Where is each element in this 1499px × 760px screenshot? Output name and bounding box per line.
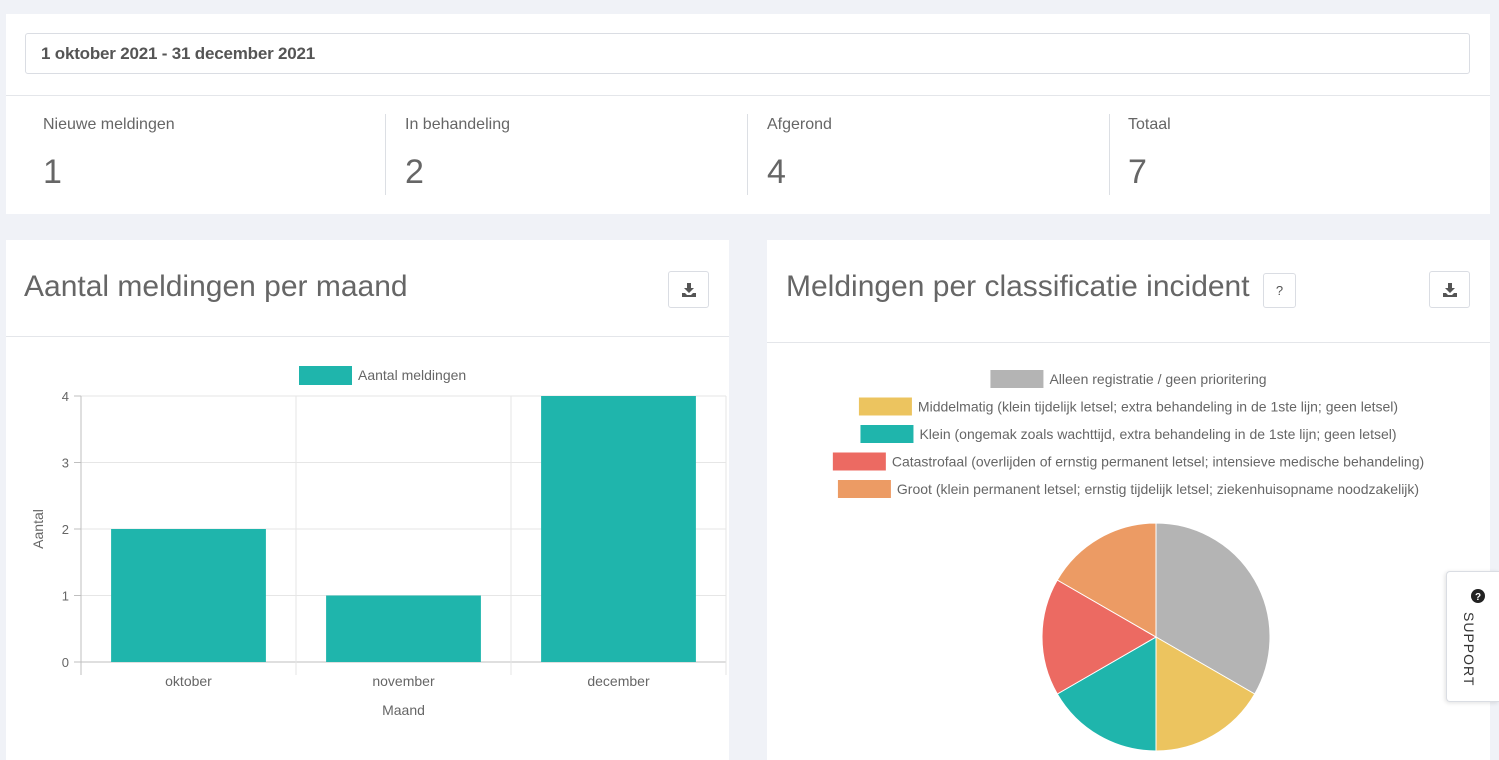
bar xyxy=(326,595,481,662)
bar xyxy=(541,396,696,662)
legend-swatch xyxy=(860,425,914,443)
y-axis-label: Aantal xyxy=(30,509,46,549)
pie-slice xyxy=(1155,636,1256,752)
legend-swatch xyxy=(299,366,352,385)
x-axis-label: Maand xyxy=(382,702,425,718)
panel-title: Meldingen per classificatie incident xyxy=(786,270,1250,303)
y-tick-label: 0 xyxy=(62,655,69,670)
y-tick-label: 2 xyxy=(62,522,69,537)
monthly-chart-panel: Aantal meldingen per maand 0 1 2 3 4 oktober n… xyxy=(6,240,729,760)
stat-total: Totaal 7 xyxy=(1110,96,1490,214)
panel-divider xyxy=(767,342,1490,343)
stat-completed: Afgerond 4 xyxy=(748,96,1109,214)
legend-swatch xyxy=(837,480,891,498)
download-button[interactable] xyxy=(1429,271,1470,308)
bar xyxy=(111,529,266,662)
y-tick-label: 1 xyxy=(62,589,69,604)
classification-chart-panel: Meldingen per classificatie incident ? A… xyxy=(767,240,1490,760)
stat-value: 7 xyxy=(1128,153,1147,191)
summary-card: 1 oktober 2021 - 31 december 2021 Nieuwe… xyxy=(6,14,1490,214)
pie-chart: Alleen registratie / geen prioritering Mi… xyxy=(832,370,1424,752)
y-tick-label: 4 xyxy=(62,389,69,404)
stat-separator xyxy=(385,114,386,195)
download-icon xyxy=(1442,282,1457,297)
stat-label: In behandeling xyxy=(405,116,510,133)
stat-separator xyxy=(747,114,748,195)
bar-chart: 0 1 2 3 4 oktober november december Maand Aantal A… xyxy=(30,366,727,718)
x-tick-label: december xyxy=(587,673,650,689)
panel-title: Aantal meldingen per maand xyxy=(24,270,408,303)
legend-swatch xyxy=(858,397,912,416)
legend-label: Middelmatig (klein tijdelijk letsel; ext… xyxy=(918,399,1398,415)
legend-label: Groot (klein permanent letsel; ernstig t… xyxy=(897,481,1419,497)
stat-label: Nieuwe meldingen xyxy=(43,116,175,133)
summary-divider xyxy=(6,95,1490,96)
download-button[interactable] xyxy=(668,271,709,308)
legend-label: Alleen registratie / geen prioritering xyxy=(1049,371,1266,387)
y-tick-label: 3 xyxy=(62,456,69,471)
stat-value: 4 xyxy=(767,153,786,191)
question-circle-icon: ? xyxy=(1471,589,1485,603)
panel-divider xyxy=(6,336,729,337)
help-button[interactable]: ? xyxy=(1263,273,1296,308)
stat-separator xyxy=(1109,114,1110,195)
x-tick-label: november xyxy=(372,673,435,689)
x-tick-label: oktober xyxy=(165,673,212,689)
stat-label: Afgerond xyxy=(767,116,832,133)
legend-swatch xyxy=(990,370,1044,388)
legend-label: Catastrofaal (overlijden of ernstig perm… xyxy=(892,454,1424,470)
stat-in-progress: In behandeling 2 xyxy=(386,96,747,214)
svg-text:?: ? xyxy=(1475,592,1481,603)
stat-new: Nieuwe meldingen 1 xyxy=(6,96,385,214)
stat-value: 1 xyxy=(43,153,62,191)
pie-slice xyxy=(1041,579,1158,695)
legend-swatch xyxy=(832,452,886,471)
pie-slice xyxy=(1056,522,1157,638)
stat-value: 2 xyxy=(405,153,424,191)
stat-label: Totaal xyxy=(1128,116,1171,133)
date-range-field[interactable]: 1 oktober 2021 - 31 december 2021 xyxy=(25,33,1470,74)
pie-slice xyxy=(1155,522,1271,695)
support-tab[interactable]: ? SUPPORT xyxy=(1446,571,1499,702)
pie-slice xyxy=(1056,636,1157,752)
legend-label: Klein (ongemak zoals wachttijd, extra be… xyxy=(919,426,1396,442)
download-icon xyxy=(681,282,696,297)
stats-row: Nieuwe meldingen 1 In behandeling 2 Afge… xyxy=(6,96,1490,214)
support-label: SUPPORT xyxy=(1461,612,1477,687)
legend-label: Aantal meldingen xyxy=(358,367,466,383)
